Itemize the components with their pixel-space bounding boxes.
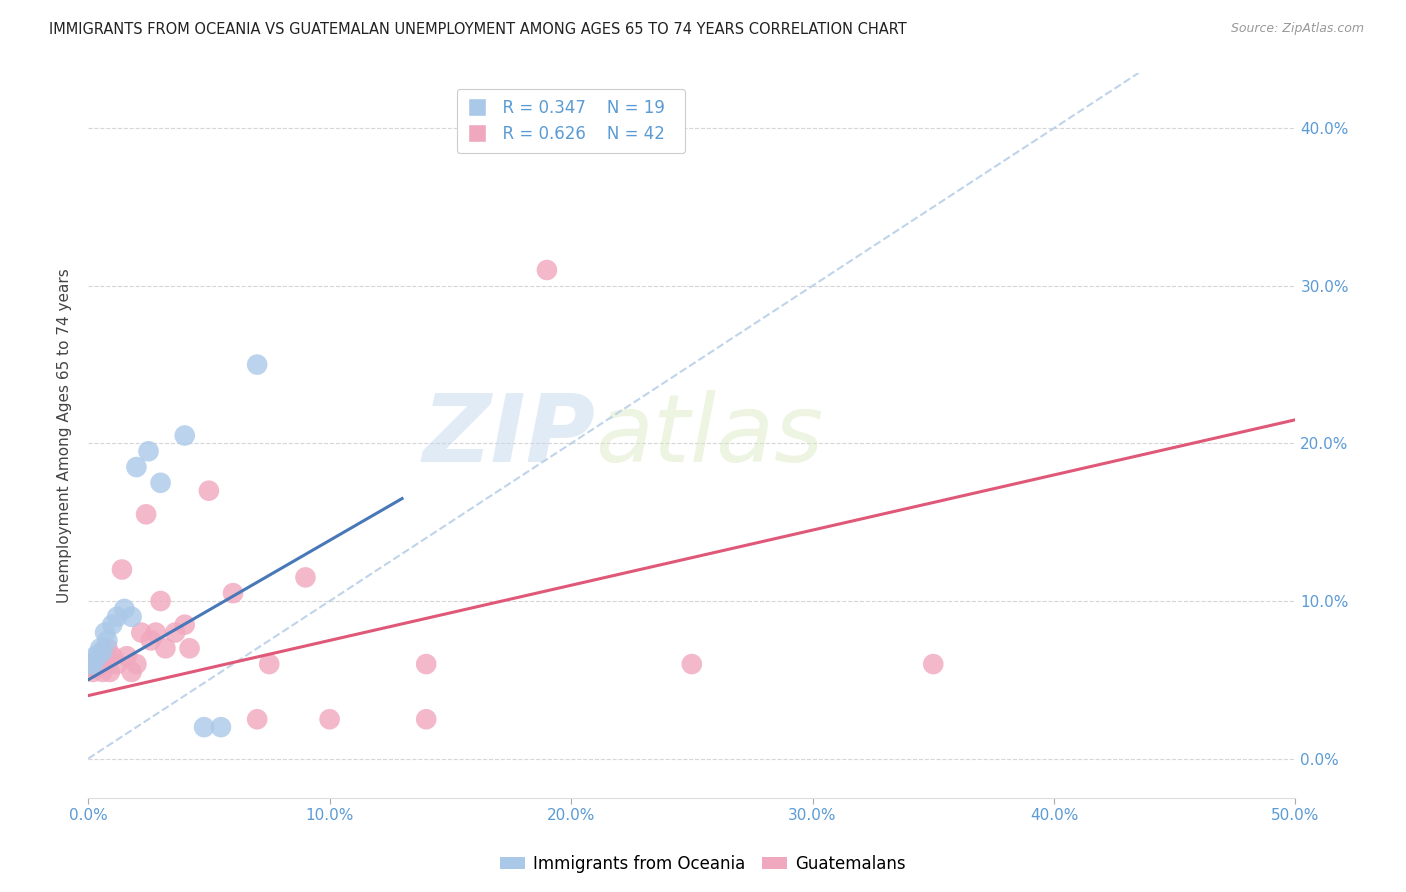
Text: IMMIGRANTS FROM OCEANIA VS GUATEMALAN UNEMPLOYMENT AMONG AGES 65 TO 74 YEARS COR: IMMIGRANTS FROM OCEANIA VS GUATEMALAN UN… <box>49 22 907 37</box>
Point <box>96 641 118 656</box>
Point <box>89 641 111 656</box>
Point <box>105 609 128 624</box>
Point <box>139 633 162 648</box>
Point <box>84 660 107 674</box>
Point <box>209 720 232 734</box>
Point <box>149 475 172 490</box>
Text: ZIP: ZIP <box>422 390 595 482</box>
Point <box>149 594 172 608</box>
Point <box>125 460 148 475</box>
Point <box>82 665 104 679</box>
Point <box>415 712 437 726</box>
Point <box>198 483 221 498</box>
Point <box>222 586 245 600</box>
Point <box>173 617 195 632</box>
Point <box>82 657 104 671</box>
Point <box>98 665 121 679</box>
Point <box>121 665 143 679</box>
Point <box>101 649 124 664</box>
Point <box>79 657 101 671</box>
Point <box>121 609 143 624</box>
Point <box>89 660 111 674</box>
Point <box>415 657 437 671</box>
Point <box>84 649 107 664</box>
Point <box>84 657 107 671</box>
Legend: Immigrants from Oceania, Guatemalans: Immigrants from Oceania, Guatemalans <box>494 848 912 880</box>
Point <box>318 712 340 726</box>
Point <box>91 644 114 658</box>
Point <box>155 641 177 656</box>
Point <box>246 358 269 372</box>
Point <box>193 720 215 734</box>
Point <box>96 633 118 648</box>
Point <box>294 570 316 584</box>
Point <box>138 444 160 458</box>
Point <box>111 562 134 576</box>
Point <box>112 602 135 616</box>
Point <box>91 644 114 658</box>
Point <box>89 654 111 668</box>
Point <box>246 712 269 726</box>
Point <box>94 657 117 671</box>
Point <box>94 625 117 640</box>
Y-axis label: Unemployment Among Ages 65 to 74 years: Unemployment Among Ages 65 to 74 years <box>58 268 72 603</box>
Point <box>87 649 110 664</box>
Point <box>165 625 187 640</box>
Point <box>91 665 114 679</box>
Point <box>536 263 558 277</box>
Point <box>173 428 195 442</box>
Point <box>135 508 157 522</box>
Point <box>87 654 110 668</box>
Point <box>87 657 110 671</box>
Point <box>79 660 101 674</box>
Point <box>145 625 167 640</box>
Point <box>257 657 280 671</box>
Point <box>101 617 124 632</box>
Point <box>125 657 148 671</box>
Point <box>94 649 117 664</box>
Text: atlas: atlas <box>595 390 824 481</box>
Point <box>115 649 138 664</box>
Point <box>179 641 201 656</box>
Point <box>82 657 104 671</box>
Point <box>129 625 152 640</box>
Point <box>681 657 703 671</box>
Text: Source: ZipAtlas.com: Source: ZipAtlas.com <box>1230 22 1364 36</box>
Point <box>922 657 945 671</box>
Point <box>105 657 128 671</box>
Legend:   R = 0.347    N = 19  ,   R = 0.626    N = 42  : R = 0.347 N = 19 , R = 0.626 N = 42 <box>457 88 685 153</box>
Point <box>96 657 118 671</box>
